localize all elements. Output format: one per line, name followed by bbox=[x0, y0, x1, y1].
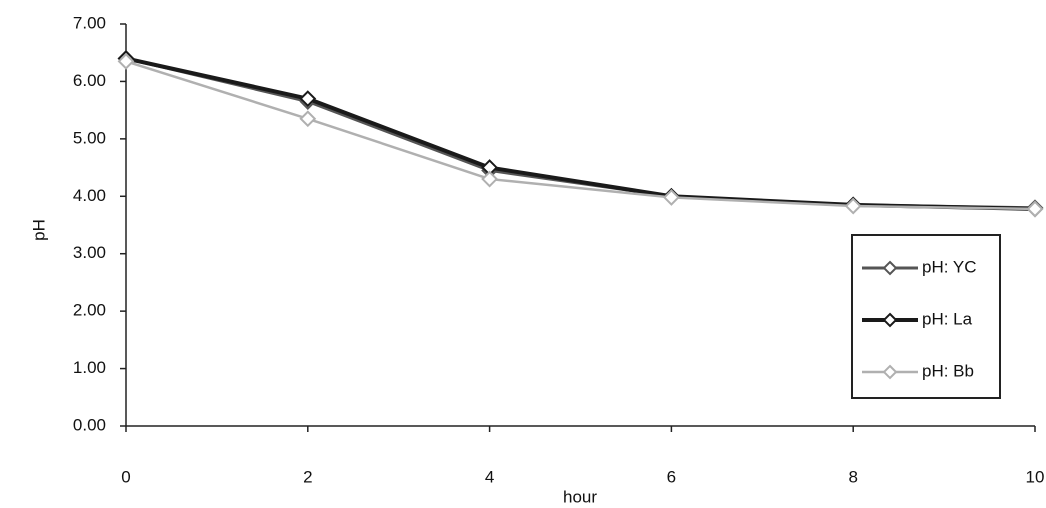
series-line bbox=[126, 58, 1035, 208]
y-tick-label: 4.00 bbox=[73, 186, 106, 205]
x-tick-label: 8 bbox=[848, 467, 857, 486]
x-tick-label: 4 bbox=[485, 467, 494, 486]
x-tick-label: 0 bbox=[121, 467, 130, 486]
x-tick-label: 2 bbox=[303, 467, 312, 486]
y-tick-label: 1.00 bbox=[73, 358, 106, 377]
data-point bbox=[846, 199, 860, 213]
data-point bbox=[301, 112, 315, 126]
series-line bbox=[126, 61, 1035, 209]
data-point bbox=[483, 172, 497, 186]
y-tick-label: 6.00 bbox=[73, 71, 106, 90]
x-axis-label: hour bbox=[563, 487, 597, 506]
y-tick-label: 0.00 bbox=[73, 415, 106, 434]
legend-label: pH: La bbox=[922, 309, 973, 328]
y-axis-label: pH bbox=[29, 219, 48, 241]
data-point bbox=[664, 190, 678, 204]
legend-label: pH: Bb bbox=[922, 361, 974, 380]
y-tick-label: 2.00 bbox=[73, 301, 106, 320]
y-tick-label: 3.00 bbox=[73, 243, 106, 262]
x-tick-label: 6 bbox=[667, 467, 676, 486]
x-tick-label: 10 bbox=[1026, 467, 1045, 486]
chart: hour pH 0.00 1.00 2.00 3.00 4.00 5.00 6.00 7.00… bbox=[0, 0, 1046, 508]
data-point bbox=[1028, 202, 1042, 216]
y-tick-label: 7.00 bbox=[73, 13, 106, 32]
y-tick-label: 5.00 bbox=[73, 128, 106, 147]
series-line bbox=[126, 58, 1035, 207]
legend-label: pH: YC bbox=[922, 257, 977, 276]
